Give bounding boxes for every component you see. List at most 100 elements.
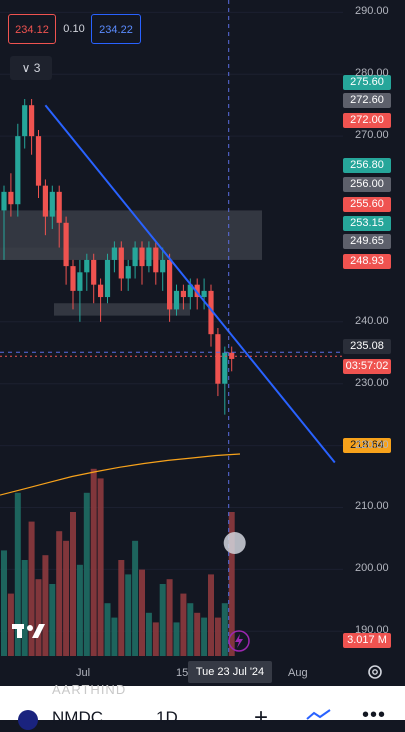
volume-bar (208, 574, 214, 656)
volume-bar (35, 579, 42, 656)
collapse-indicators-button[interactable]: ∨ 3 (10, 56, 52, 80)
trendline[interactable] (44, 104, 336, 464)
volume-bar (90, 468, 97, 656)
candle-body (84, 259, 90, 273)
volume-bar (7, 593, 14, 656)
candle-body (70, 266, 76, 291)
candle-body (132, 247, 138, 267)
candle-body (1, 191, 7, 211)
candle-body (180, 290, 186, 298)
volume-bar (21, 560, 28, 656)
price-label: 255.60 (343, 197, 391, 212)
indicator-count: 3 (33, 61, 41, 75)
candle-body (77, 272, 83, 291)
y-tick-label: 280.00 (355, 67, 389, 80)
volume-bar (97, 478, 104, 656)
volume-bar (201, 617, 208, 656)
candle-body (215, 334, 221, 384)
range-box (0, 247, 120, 260)
price-label: 3.017 M (343, 633, 391, 648)
plus-icon[interactable]: + (254, 704, 269, 731)
volume-bar (125, 574, 132, 656)
volume-bar (28, 521, 35, 656)
price-label: 248.93 (343, 254, 391, 269)
candle-body (194, 284, 200, 298)
indicators-icon[interactable] (306, 708, 332, 720)
volume-bar (180, 593, 187, 656)
price-label: 272.00 (343, 113, 391, 128)
candle-body (139, 247, 145, 267)
volume-bar (173, 622, 180, 656)
spread-value: 0.10 (63, 23, 85, 35)
x-tick-jul: Jul (76, 667, 91, 679)
candle-body (125, 266, 131, 279)
candle-body (167, 259, 173, 310)
candle-body (91, 259, 97, 285)
candle-body (98, 284, 104, 298)
candlesticks (1, 99, 235, 415)
candle-body (42, 185, 48, 217)
volume-bar (221, 603, 228, 656)
x-tick-aug: Aug (288, 667, 308, 679)
price-label: 256.80 (343, 158, 391, 173)
candle-body (22, 105, 28, 137)
volume-bar (145, 612, 152, 656)
interval-button[interactable]: 1D (156, 708, 178, 727)
volume-bar (63, 540, 70, 656)
volume-bar (132, 540, 139, 656)
sell-button[interactable]: 234.12 (8, 14, 56, 44)
y-tick-label: 230.00 (355, 376, 389, 389)
candle-body (222, 352, 228, 384)
grid-lines (0, 11, 343, 632)
more-icon[interactable]: ••• (362, 704, 387, 726)
candle-body (173, 290, 180, 310)
volume-bar (166, 579, 173, 656)
price-label: 275.60 (343, 75, 391, 90)
price-label: 249.65 (343, 234, 391, 249)
volume-bar (49, 584, 56, 656)
candle-body (63, 222, 69, 267)
volume-bar (1, 550, 7, 656)
symbol-button[interactable]: NMDC (52, 708, 103, 727)
y-tick-label: 220.00 (355, 438, 389, 451)
candle-body (35, 136, 42, 186)
candle-body (146, 247, 152, 267)
volume-bar (76, 564, 83, 656)
candle-body (15, 136, 21, 205)
watermark-text: AARTHIND (52, 682, 127, 697)
y-tick-label: 240.00 (355, 314, 389, 327)
moving-average-line (0, 453, 241, 496)
volume-bar (14, 492, 21, 656)
y-tick-label: 270.00 (355, 129, 389, 142)
price-label: 253.15 (343, 216, 391, 231)
y-tick-label: 190.00 (355, 624, 389, 637)
gear-icon[interactable] (366, 663, 384, 681)
lightning-icon[interactable] (228, 630, 250, 652)
price-label: 272.60 (343, 93, 391, 108)
volume-bar (118, 560, 125, 656)
volume-bar (159, 584, 166, 656)
candle-body (208, 290, 214, 335)
candle-body (29, 105, 35, 137)
volume-bar (111, 617, 118, 656)
candle-body (201, 290, 207, 298)
candle-body (118, 247, 124, 279)
candle-body (104, 259, 111, 298)
buy-button[interactable]: 234.22 (91, 14, 141, 44)
price-label: 256.00 (343, 177, 391, 192)
range-boxes (0, 210, 262, 316)
current-date-label: Tue 23 Jul '24 (188, 661, 272, 683)
x-tick-15: 15 (176, 667, 189, 679)
y-tick-label: 290.00 (355, 5, 389, 18)
y-tick-label: 210.00 (355, 500, 389, 513)
candle-body (49, 191, 55, 217)
volume-bar (214, 617, 221, 656)
bottom-toolbar: AARTHIND NMDC 1D + ••• (0, 682, 405, 731)
range-box (54, 303, 190, 316)
volume-bar (228, 512, 235, 656)
candle-body (111, 247, 117, 260)
crosshair-cursor[interactable] (223, 532, 246, 554)
volume-bar (42, 555, 49, 656)
volume-bar (104, 603, 111, 656)
